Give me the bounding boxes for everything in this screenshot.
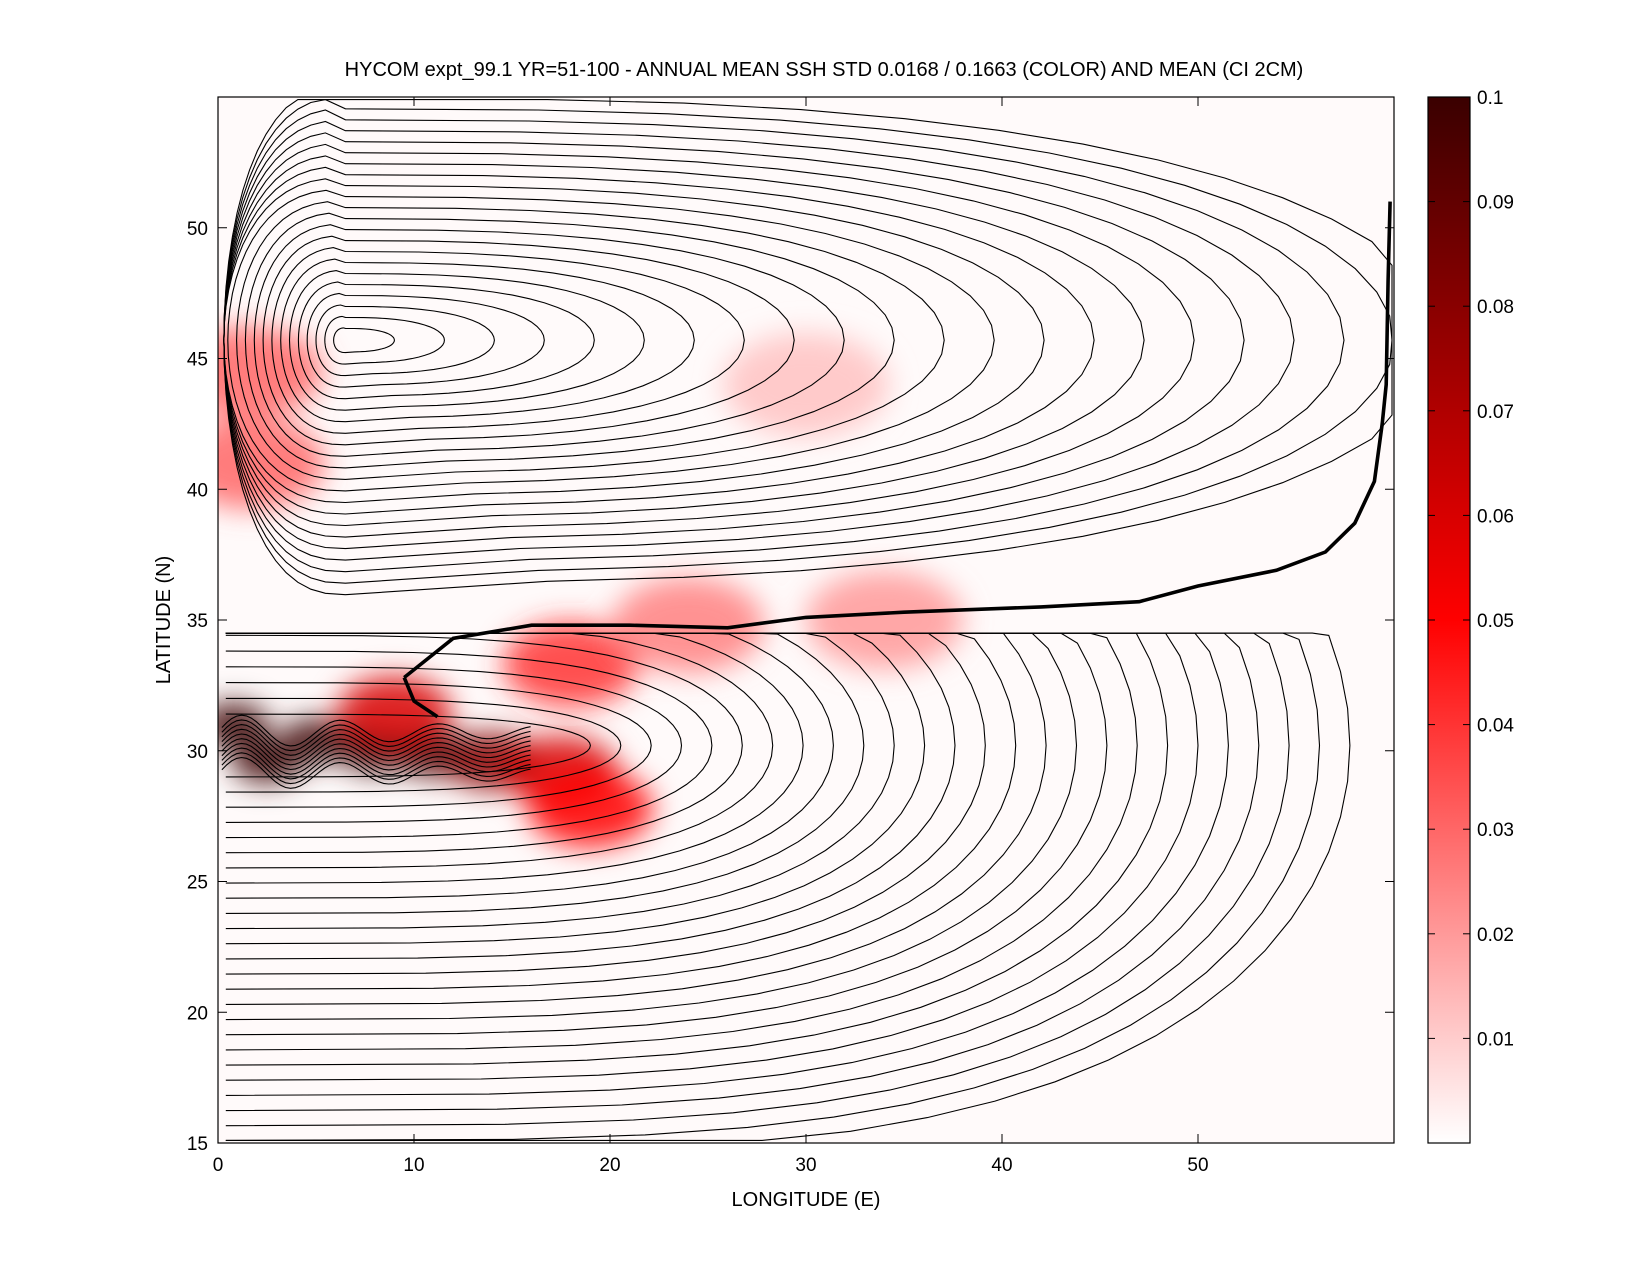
colorbar-tick-label: 0.04 [1477,716,1514,737]
y-tick-label: 30 [187,742,208,763]
y-tick-label: 40 [187,480,208,501]
colorbar-tick-label: 0.06 [1477,506,1514,527]
x-tick-label: 10 [403,1155,424,1176]
x-tick-label: 30 [795,1155,816,1176]
contour-line [221,756,531,789]
contour-line [271,247,745,434]
colorbar-tick-label: 0.07 [1477,402,1514,423]
colorbar-tick-label: 0.08 [1477,297,1514,318]
x-tick-label: 50 [1187,1155,1208,1176]
contour-line [221,728,531,761]
y-tick-label: 20 [187,1003,208,1024]
mean-ssh-contours [221,99,1393,1141]
contour-line [262,235,795,446]
contour-line [221,724,531,756]
contour-line [324,315,445,365]
x-axis: 0 10 20 30 40 50 [213,97,1209,1176]
heat-hotspot [337,675,452,748]
contour-line [315,304,495,377]
contour-line [225,682,652,808]
contour-line [244,212,895,469]
y-tick-label: 50 [187,219,208,240]
zero-contour [403,201,1392,679]
colorbar-tick-label: 0.1 [1477,88,1503,109]
contour-line [225,634,743,854]
contour-line [221,733,531,766]
contour-line [333,327,395,354]
contour-line [225,632,1351,1141]
colorbar-tick-label: 0.02 [1477,925,1514,946]
zero-contour-hook [402,676,439,719]
y-tick-label: 15 [187,1134,208,1155]
plot-area [217,96,1395,1144]
contour-line [288,270,645,411]
heat-hotspot [722,332,890,437]
y-axis-label: LATITUDE (N) [153,556,175,685]
x-tick-label: 40 [991,1155,1012,1176]
heat-hotspot [805,570,964,670]
contour-line [253,224,845,457]
heat-hotspot [280,718,352,763]
contour-line [223,99,1393,596]
contour-line [280,258,695,423]
contour-line [221,738,531,771]
contour-line [236,201,945,480]
x-axis-label: LONGITUDE (E) [732,1189,881,1211]
heat-hotspot [528,769,653,848]
contour-line [225,697,622,793]
contour-line [297,281,595,400]
contour-line [221,719,531,752]
contour-line [221,742,531,775]
chart-title: HYCOM expt_99.1 YR=51-100 - ANNUAL MEAN … [345,59,1304,81]
x-tick-label: 0 [213,1155,224,1176]
contour-line [221,714,531,747]
contour-line [225,632,774,869]
colorbar-tick-label: 0.05 [1477,611,1514,632]
colorbar: 0.01 0.02 0.03 0.04 0.05 0.06 0.07 0.08 0.09 0.1 [1427,88,1514,1144]
colorbar-tick-label: 0.01 [1477,1029,1514,1050]
contour-line [221,752,531,785]
contour-line [306,292,545,388]
contour-line [225,713,591,778]
contour-line [227,189,995,492]
contour-line [225,650,713,839]
y-axis: 15 20 25 30 35 40 45 50 [187,219,1394,1155]
colorbar-tick-label: 0.03 [1477,820,1514,841]
contour-line [225,666,683,823]
colorbar-tick-label: 0.09 [1477,193,1514,214]
y-tick-label: 45 [187,350,208,371]
y-tick-label: 35 [187,611,208,632]
contour-line [221,747,531,780]
y-tick-label: 25 [187,873,208,894]
heat-hotspot [502,622,639,707]
x-tick-label: 20 [599,1155,620,1176]
